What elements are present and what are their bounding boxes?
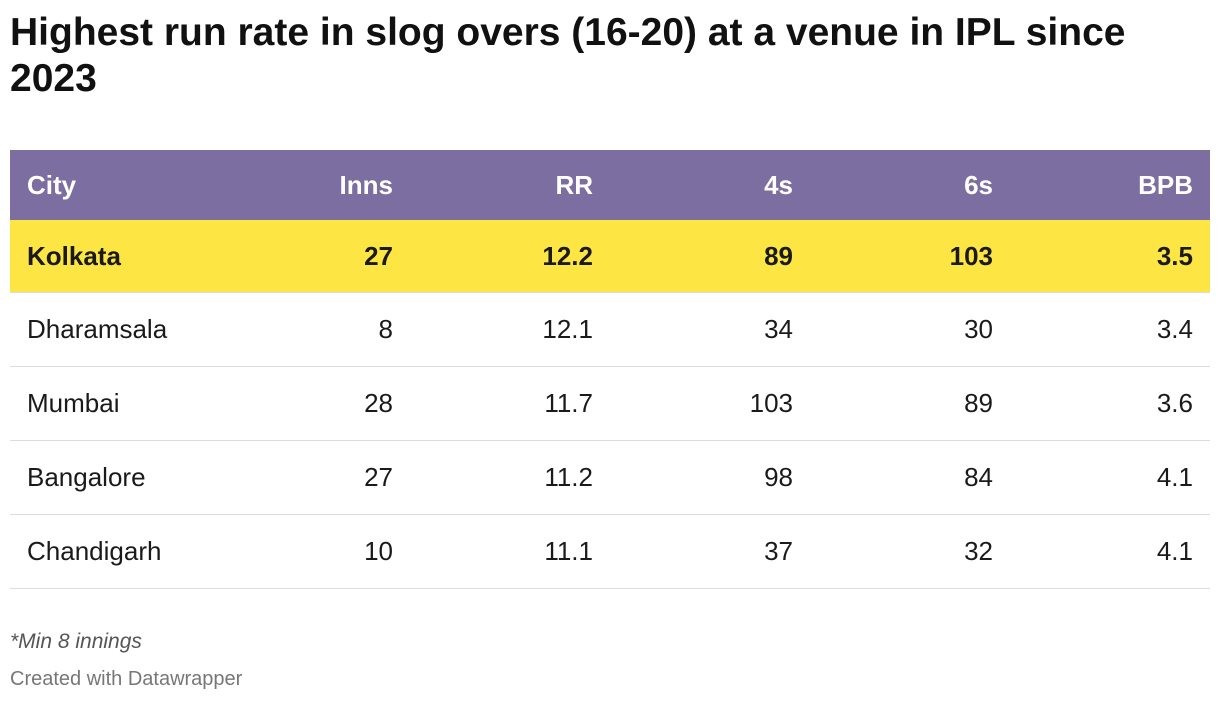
table-cell-city: Chandigarh: [10, 514, 210, 589]
table-cell-rr: 11.2: [410, 440, 610, 515]
table-cell-6s: 103: [810, 220, 1010, 293]
chart-title: Highest run rate in slog overs (16-20) a…: [10, 11, 1126, 100]
column-header-rr: RR: [555, 169, 593, 200]
table-cell-city: Dharamsala: [10, 292, 210, 367]
table-cell-rr: 11.1: [410, 514, 610, 589]
table-cell-city: Kolkata: [10, 220, 210, 293]
table-cell-6s: 84: [810, 440, 1010, 515]
table-cell-bpb: 4.1: [1010, 514, 1210, 589]
column-header-4s: 4s: [764, 169, 793, 200]
credit-line: Created with Datawrapper: [10, 668, 243, 690]
table-cell-bpb: 4.1: [1010, 440, 1210, 515]
table-cell-6s: 30: [810, 292, 1010, 367]
table-cell-city: Mumbai: [10, 366, 210, 441]
column-header-bpb: BPB: [1138, 169, 1193, 200]
table-cell-bpb: 3.5: [1010, 220, 1210, 293]
footnote: *Min 8 innings: [10, 630, 142, 653]
table-cell-4s: 98: [610, 440, 810, 515]
table-header-row: City Inns RR 4s 6s BPB: [10, 150, 1210, 220]
table-cell-4s: 34: [610, 292, 810, 367]
table-cell-6s: 89: [810, 366, 1010, 441]
table-cell-6s: 32: [810, 514, 1010, 589]
table-cell-4s: 103: [610, 366, 810, 441]
table-cell-rr: 11.7: [410, 366, 610, 441]
table-cell-bpb: 3.4: [1010, 292, 1210, 367]
table-cell-bpb: 3.6: [1010, 366, 1210, 441]
table-row: Chandigarh 10 11.1 37 32 4.1: [10, 514, 1210, 589]
table-cell-city: Bangalore: [10, 440, 210, 515]
data-table: City Inns RR 4s 6s BPB Kolkata 27 12.2 8…: [10, 150, 1210, 589]
table-cell-4s: 89: [610, 220, 810, 293]
table-cell-4s: 37: [610, 514, 810, 589]
table-cell-inns: 10: [210, 514, 410, 589]
table-row: Bangalore 27 11.2 98 84 4.1: [10, 440, 1210, 515]
table-cell-inns: 28: [210, 366, 410, 441]
column-header-6s: 6s: [964, 169, 993, 200]
table-row: Mumbai 28 11.7 103 89 3.6: [10, 366, 1210, 441]
table-row: Dharamsala 8 12.1 34 30 3.4: [10, 292, 1210, 367]
column-header-inns: Inns: [339, 169, 393, 200]
column-header-city: City: [27, 169, 77, 200]
table-row-highlighted: Kolkata 27 12.2 89 103 3.5: [10, 220, 1210, 293]
table-cell-rr: 12.2: [410, 220, 610, 293]
table-cell-inns: 27: [210, 440, 410, 515]
table-cell-rr: 12.1: [410, 292, 610, 367]
table-cell-inns: 27: [210, 220, 410, 293]
table-cell-inns: 8: [210, 292, 410, 367]
